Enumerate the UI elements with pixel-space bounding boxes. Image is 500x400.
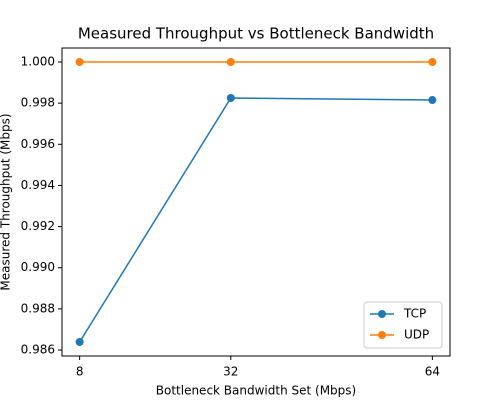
data-point [428,57,437,66]
legend-label: UDP [404,328,429,342]
y-tick-label: 0.998 [21,96,55,110]
y-tick-label: 0.996 [21,137,55,151]
x-axis-label: Bottleneck Bandwidth Set (Mbps) [156,384,356,398]
data-point [75,57,84,66]
data-point [226,57,235,66]
y-tick-label: 0.990 [21,260,55,274]
y-tick-label: 0.992 [21,219,55,233]
y-tick-label: 1.000 [21,54,55,68]
legend-marker [378,310,386,318]
y-tick-label: 0.994 [21,178,55,192]
legend: TCP UDP [363,301,443,349]
x-tick-label: 8 [76,365,84,379]
chart-title: Measured Throughput vs Bottleneck Bandwi… [78,25,434,43]
legend-box [363,301,443,349]
y-tick-label: 0.988 [21,301,55,315]
x-tick-label: 64 [425,365,440,379]
y-tick-label: 0.986 [21,343,55,357]
plot-frame [61,47,451,357]
data-point [428,96,437,105]
y-axis-label: Measured Throughput (Mbps) [0,113,13,290]
x-tick-label: 32 [223,365,238,379]
legend-label: TCP [403,307,426,321]
legend-marker [378,331,386,339]
data-point [226,93,235,102]
data-point [75,338,84,347]
